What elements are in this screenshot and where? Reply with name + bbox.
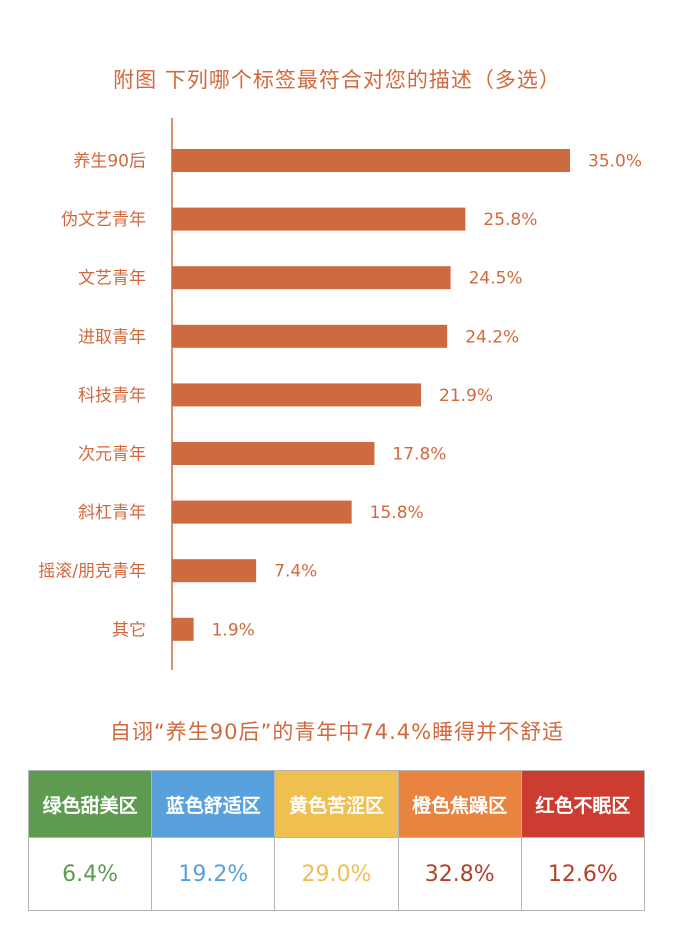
category-label: 其它 [112, 620, 146, 640]
bar [172, 500, 352, 524]
category-label: 斜杠青年 [78, 503, 146, 523]
category-label: 摇滚/朋克青年 [38, 562, 146, 582]
header-cell-yellow: 黄色苦涩区 [274, 770, 399, 838]
value-label: 24.5% [469, 269, 523, 289]
value-label: 21.9% [439, 386, 493, 406]
bar [172, 617, 194, 641]
bar [172, 559, 257, 583]
bar-chart: 养生90后 35.0% 伪文艺青年 25.8% 文艺青年 24.5% 进取青年 24.2% 科技… [38, 118, 642, 670]
bar [172, 266, 451, 290]
value-cell-blue: 19.2% [151, 837, 276, 911]
value-label: 1.9% [212, 620, 255, 640]
bar [172, 149, 570, 172]
value-label: 25.8% [483, 210, 537, 230]
table-header-row: 绿色甜美区 蓝色舒适区 黄色苦涩区 橙色焦躁区 红色不眠区 [27, 770, 646, 838]
value-label: 17.8% [392, 445, 446, 465]
value-cell-green: 6.4% [27, 837, 153, 911]
category-label: 进取青年 [78, 327, 146, 347]
subtitle: 自诩“养生90后”的青年中74.4%睡得并不舒适 [109, 720, 565, 744]
value-cell-yellow: 29.0% [274, 837, 399, 911]
category-label: 养生90后 [73, 152, 146, 172]
chart-title: 附图 下列哪个标签最符合对您的描述（多选） [113, 68, 561, 92]
header-cell-green: 绿色甜美区 [27, 770, 153, 838]
value-label: 15.8% [370, 503, 424, 523]
value-cell-red: 12.6% [520, 837, 646, 911]
sleep-zone-table: 绿色甜美区 蓝色舒适区 黄色苦涩区 橙色焦躁区 红色不眠区 6.4% 19.2%… [27, 770, 646, 911]
bar [172, 207, 466, 231]
table-value-row: 6.4% 19.2% 29.0% 32.8% 12.6% [27, 837, 646, 911]
category-label: 伪文艺青年 [61, 210, 146, 230]
bar [172, 383, 422, 407]
header-cell-blue: 蓝色舒适区 [151, 770, 276, 838]
category-label: 科技青年 [78, 386, 146, 406]
value-cell-orange: 32.8% [397, 837, 522, 911]
bar [172, 324, 448, 348]
value-label: 24.2% [465, 327, 519, 347]
category-label: 次元青年 [78, 445, 146, 465]
value-label: 7.4% [274, 562, 317, 582]
header-cell-red: 红色不眠区 [520, 770, 646, 838]
category-label: 文艺青年 [78, 269, 146, 289]
bar [172, 442, 375, 465]
header-cell-orange: 橙色焦躁区 [397, 770, 522, 838]
value-label: 35.0% [588, 152, 642, 172]
